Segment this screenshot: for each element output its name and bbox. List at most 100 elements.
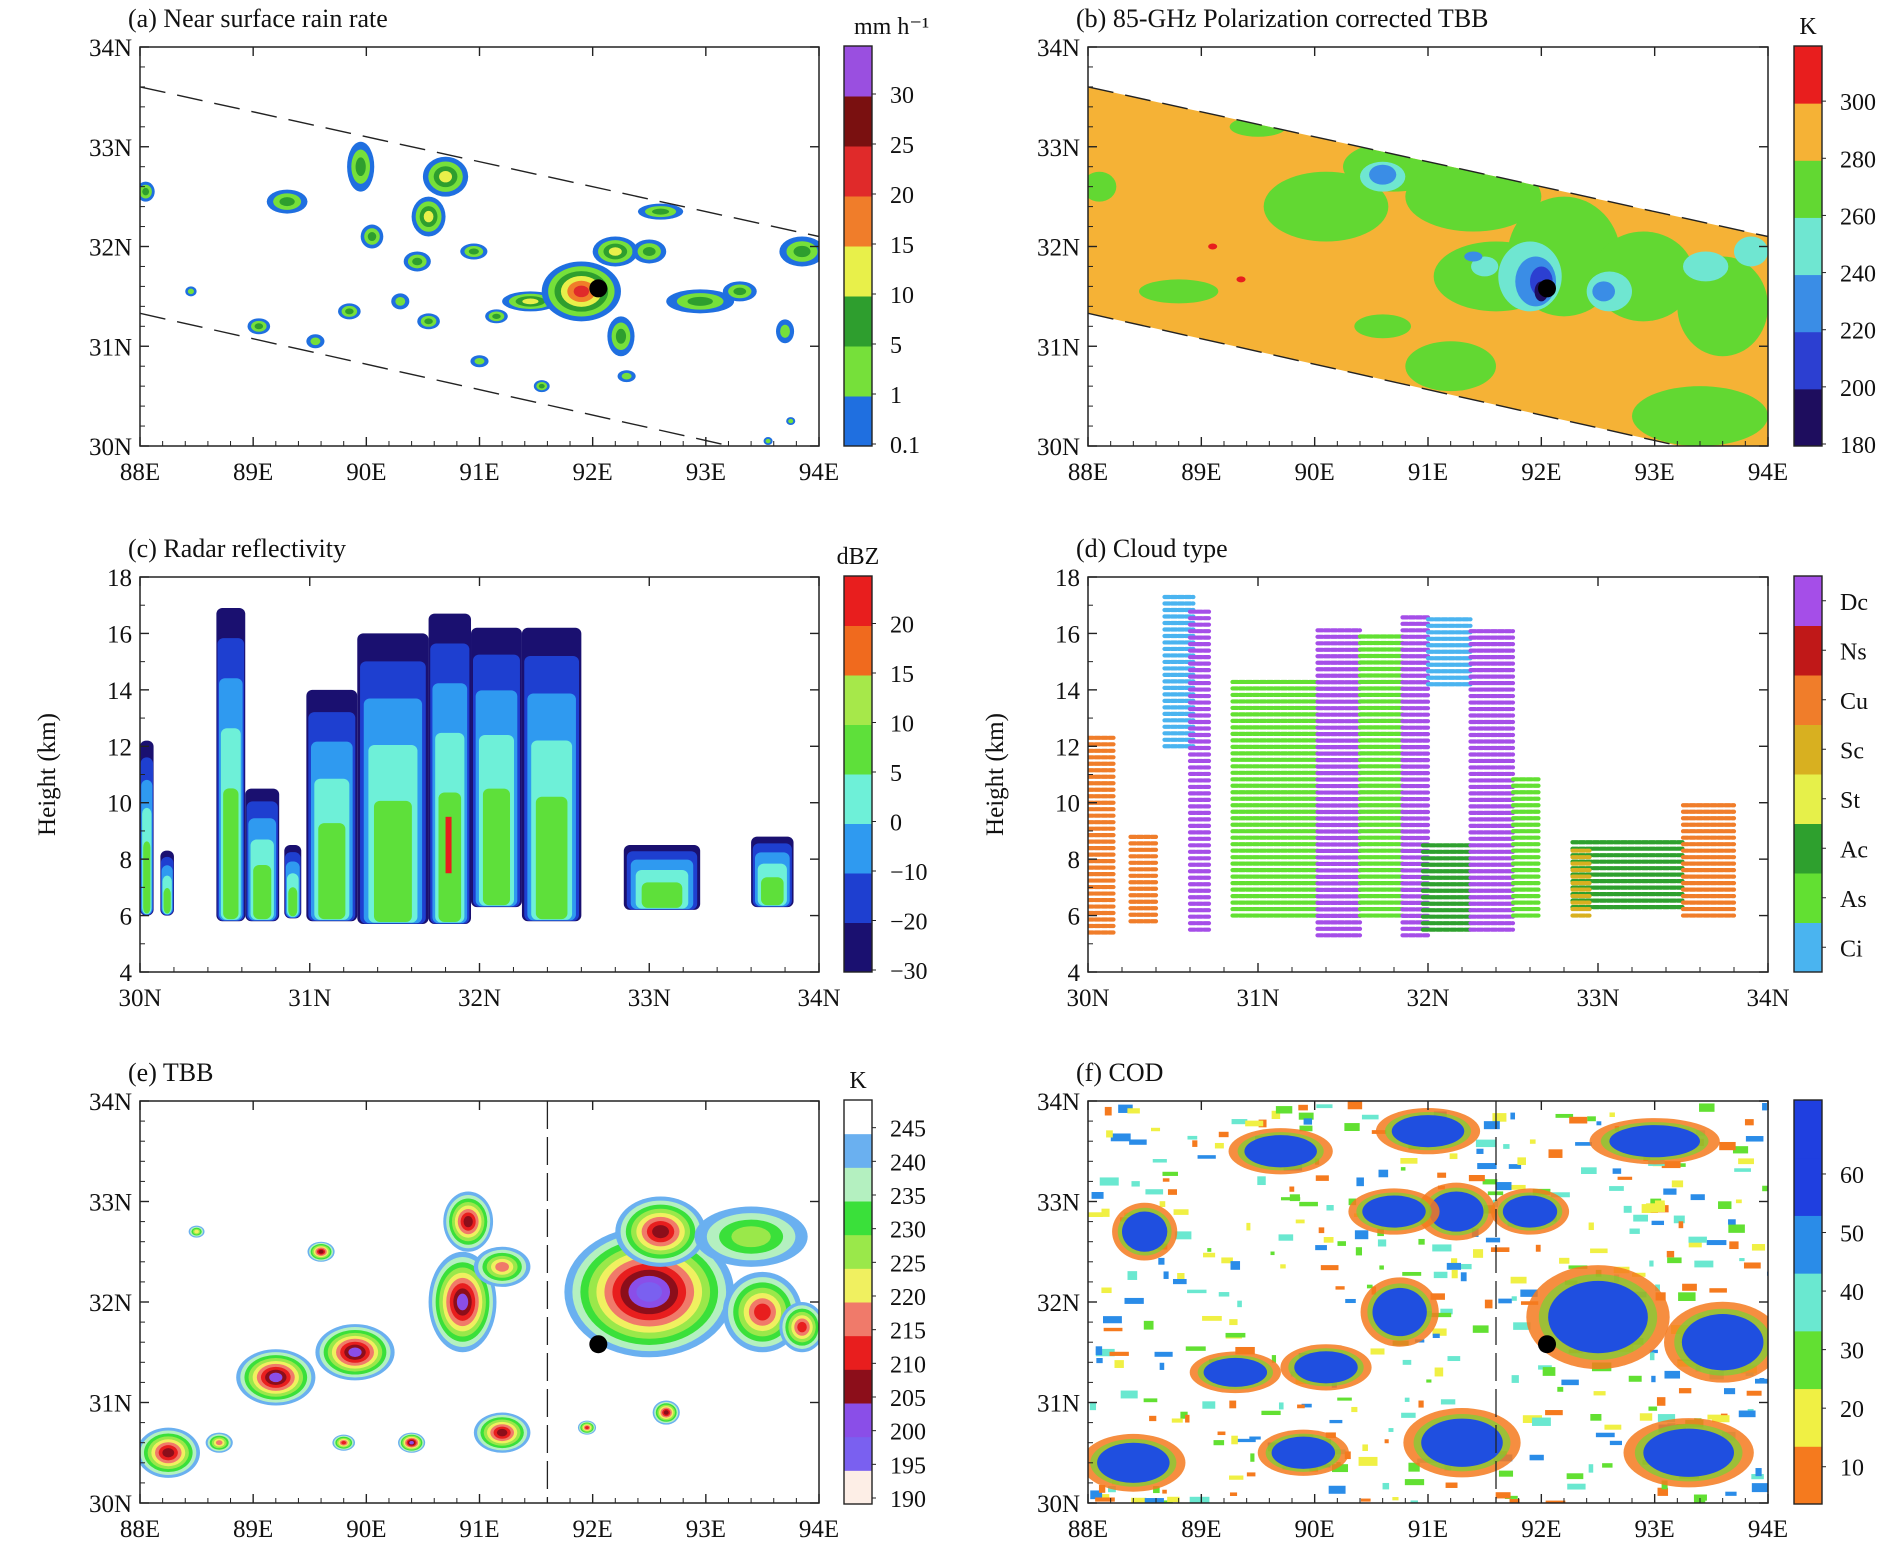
- cod-speckle: [1404, 1479, 1425, 1486]
- rain-cell: [788, 418, 794, 424]
- x-tick-label: 91E: [1408, 459, 1448, 486]
- colorbar-segment: [844, 246, 872, 297]
- colorbar-label: Ac: [1840, 837, 1868, 863]
- colorbar-segment: [844, 396, 872, 447]
- cod-speckle: [1555, 1113, 1574, 1118]
- rain-cell: [615, 328, 627, 344]
- x-tick-label: 92E: [1521, 1516, 1561, 1543]
- cod-speckle: [1588, 1222, 1594, 1231]
- cod-speckle: [1569, 1116, 1588, 1124]
- rain-cell: [279, 197, 295, 207]
- colorbar-segment: [1794, 774, 1822, 824]
- colorbar-label: Ci: [1840, 936, 1863, 962]
- cod-speckle: [1354, 1230, 1369, 1240]
- y-tick-label: 4: [1068, 960, 1081, 987]
- colorbar-label: 240: [1840, 262, 1876, 288]
- colorbar-label: 60: [1840, 1163, 1864, 1189]
- cod-speckle: [1099, 1494, 1110, 1500]
- cod-speckle: [1718, 1201, 1732, 1209]
- panel-e: (e) TBB 88E 89E 90E 91E 92E 93E 94E 30N 31N 32N 33N…: [89, 1058, 926, 1543]
- y-tick-label: 4: [120, 960, 133, 987]
- colorbar-segment: [844, 1436, 872, 1471]
- cod-speckle: [1370, 1348, 1385, 1355]
- cod-speckle: [1402, 1271, 1422, 1276]
- cod-speckle: [1088, 1212, 1103, 1217]
- rain-cell: [187, 288, 195, 295]
- cod-speckle: [1099, 1177, 1119, 1186]
- x-tick-label: 89E: [233, 1516, 273, 1543]
- cod-speckle: [1485, 1237, 1501, 1243]
- x-tick-label: 89E: [1181, 459, 1221, 486]
- colorbar-label: 20: [890, 613, 914, 639]
- cod-speckle: [1114, 1360, 1124, 1368]
- cod-speckle: [1162, 1171, 1179, 1176]
- y-tick-label: 18: [107, 565, 132, 592]
- cod-speckle: [1430, 1293, 1445, 1300]
- cod-speckle: [1418, 1400, 1424, 1408]
- rain-cell: [608, 247, 622, 256]
- colorbar-f: 10 20 30 40 50 60: [1793, 1099, 1864, 1505]
- cod-speckle: [1609, 1440, 1622, 1446]
- cod-speckle: [1678, 1292, 1696, 1301]
- cod-speckle: [1351, 1406, 1358, 1413]
- cod-speckle: [1472, 1325, 1489, 1333]
- cod-speckle: [1355, 1247, 1363, 1256]
- cod-speckle: [1229, 1492, 1238, 1496]
- cod-speckle: [1473, 1249, 1484, 1258]
- tbb-contour: [495, 1261, 509, 1272]
- panel-title: (f) COD: [1076, 1058, 1163, 1087]
- cod-core: [1244, 1135, 1317, 1168]
- cod-speckle: [1225, 1332, 1246, 1338]
- colorbar-label: 220: [890, 1285, 926, 1311]
- colorbar-segment: [1794, 675, 1822, 725]
- cod-core: [1429, 1191, 1484, 1232]
- colorbar-label: 200: [890, 1420, 926, 1446]
- x-tick-label: 92E: [573, 459, 613, 486]
- cod-speckle: [1299, 1125, 1313, 1132]
- rain-cell: [310, 337, 321, 346]
- cod-speckle: [1187, 1289, 1207, 1294]
- x-tick-label: 88E: [120, 1516, 160, 1543]
- cod-speckle: [1510, 1276, 1527, 1284]
- cod-speckle: [1550, 1192, 1570, 1198]
- y-tick-label: 33N: [89, 1190, 132, 1217]
- colorbar-label: Dc: [1840, 590, 1868, 616]
- colorbar-unit: dBZ: [837, 544, 880, 570]
- cloud-region-Dc: [1468, 629, 1516, 932]
- cod-speckle: [1729, 1241, 1739, 1250]
- cod-speckle: [1235, 1438, 1256, 1443]
- x-tick-label: 90E: [1295, 459, 1335, 486]
- reflectivity-column: [288, 887, 298, 917]
- cod-speckle: [1316, 1104, 1333, 1109]
- cod-speckle: [1678, 1221, 1684, 1229]
- cod-speckle: [1207, 1248, 1212, 1252]
- colorbar-label: 215: [890, 1319, 926, 1345]
- cod-speckle: [1345, 1298, 1356, 1304]
- colorbar-segment: [844, 1470, 872, 1505]
- colorbar-segment: [1794, 1273, 1822, 1332]
- cod-speckle: [1581, 1167, 1597, 1175]
- y-tick-label: 18: [1055, 565, 1080, 592]
- x-tick-label: 91E: [459, 1516, 499, 1543]
- x-tick-label: 94E: [799, 1516, 839, 1543]
- cod-speckle: [1280, 1264, 1286, 1269]
- cod-speckle: [1103, 1316, 1122, 1324]
- cod-speckle: [1202, 1315, 1222, 1321]
- cod-speckle: [1303, 1118, 1313, 1125]
- cod-speckle: [1229, 1319, 1238, 1326]
- cod-speckle: [1567, 1483, 1586, 1490]
- cod-speckle: [1101, 1287, 1112, 1294]
- tbb-blob: [1369, 164, 1397, 185]
- cod-speckle: [1202, 1401, 1216, 1409]
- tbb-contour: [341, 1441, 347, 1445]
- tbb-contour: [652, 1225, 669, 1239]
- colorbar-segment: [844, 823, 872, 874]
- tbb-contour: [585, 1426, 589, 1430]
- colorbar-segment: [1794, 1215, 1822, 1274]
- x-tick-label: 92E: [573, 1516, 613, 1543]
- cod-speckle: [1738, 1158, 1754, 1165]
- rain-cell: [395, 297, 406, 306]
- cloud-region-As: [1510, 777, 1541, 918]
- cod-speckle: [1447, 1356, 1461, 1362]
- cod-speckle: [1511, 1296, 1517, 1301]
